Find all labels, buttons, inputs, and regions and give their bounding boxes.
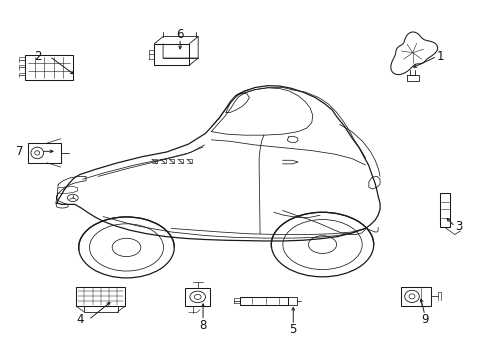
Bar: [154, 44, 189, 65]
Text: 9: 9: [420, 313, 428, 327]
Bar: [25, 55, 73, 80]
Ellipse shape: [112, 238, 141, 257]
Text: 1: 1: [436, 50, 444, 63]
Bar: [239, 297, 288, 305]
Bar: [76, 287, 125, 306]
Bar: [27, 143, 61, 163]
Text: 3: 3: [454, 220, 462, 233]
Ellipse shape: [67, 194, 78, 202]
Ellipse shape: [408, 294, 414, 299]
Ellipse shape: [404, 290, 419, 302]
Ellipse shape: [282, 220, 362, 270]
Bar: [288, 297, 297, 305]
Ellipse shape: [189, 291, 205, 303]
Ellipse shape: [194, 294, 201, 300]
Text: 4: 4: [76, 313, 83, 327]
Ellipse shape: [271, 212, 373, 277]
Text: 6: 6: [176, 28, 183, 41]
Ellipse shape: [35, 151, 40, 155]
Ellipse shape: [308, 236, 336, 253]
Bar: [400, 287, 430, 306]
Ellipse shape: [89, 224, 163, 271]
Text: 2: 2: [34, 50, 41, 63]
Text: 5: 5: [289, 323, 296, 336]
Bar: [184, 288, 210, 306]
Text: 8: 8: [199, 319, 206, 332]
Ellipse shape: [31, 147, 43, 159]
Ellipse shape: [79, 217, 174, 278]
Text: 7: 7: [16, 145, 24, 158]
Bar: [439, 193, 449, 227]
